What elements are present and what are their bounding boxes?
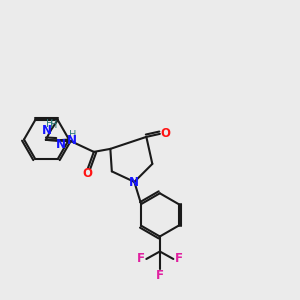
Text: N: N [129,176,139,189]
Text: O: O [160,128,170,140]
Text: H: H [46,119,54,129]
Text: N: N [67,134,77,147]
Text: O: O [83,167,93,180]
Text: H: H [69,130,76,140]
Text: H: H [50,120,58,130]
Text: F: F [137,253,145,266]
Text: F: F [156,269,164,282]
Text: F: F [175,253,183,266]
Text: N: N [42,124,52,137]
Text: N: N [56,137,66,151]
